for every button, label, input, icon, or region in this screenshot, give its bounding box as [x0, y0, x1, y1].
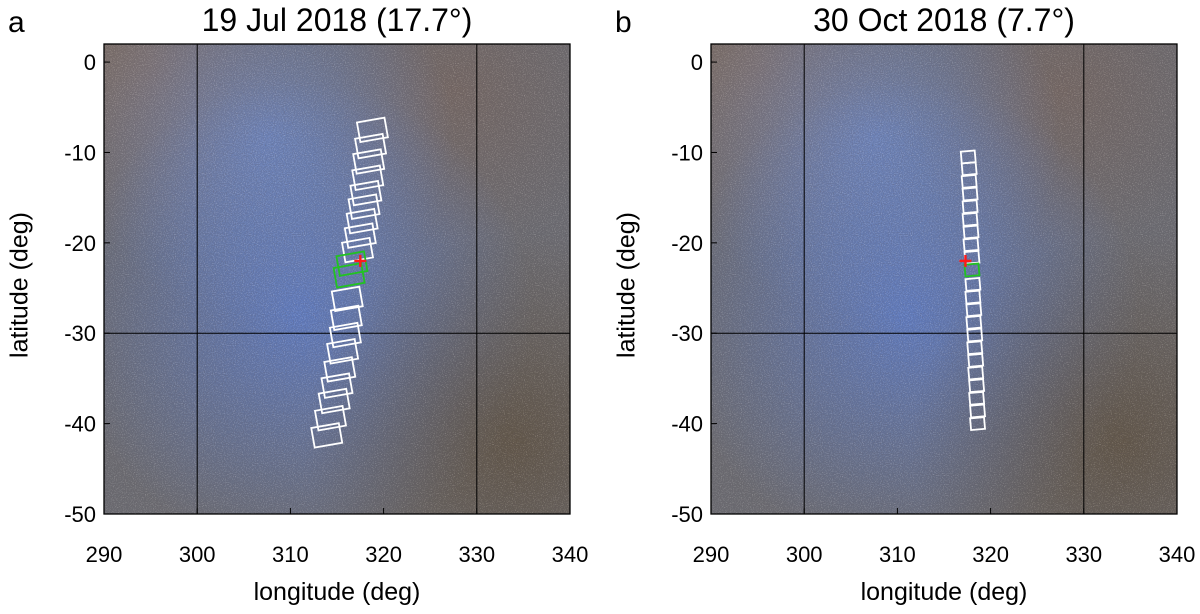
y-tick-label: 0	[84, 50, 96, 75]
y-tick-label: -10	[671, 140, 703, 165]
y-tick-label: -40	[671, 412, 703, 437]
selected-footprint	[963, 262, 981, 278]
footprint	[969, 416, 987, 432]
surface-image	[711, 44, 1177, 514]
footprint	[351, 164, 385, 192]
x-tick-label: 330	[458, 542, 495, 567]
panel-letter-a: a	[8, 6, 25, 39]
x-tick-label: 300	[179, 542, 216, 567]
y-tick-label: -20	[64, 231, 96, 256]
y-tick-label: -50	[671, 502, 703, 527]
footprint	[317, 387, 351, 415]
footprint	[345, 207, 379, 235]
footprint	[354, 132, 388, 160]
panel-a-title: 19 Jul 2018 (17.7°)	[201, 2, 473, 38]
target-marker	[959, 254, 972, 267]
footprint	[347, 193, 381, 220]
panel-b-title: 30 Oct 2018 (7.7°)	[813, 2, 1075, 38]
footprint	[355, 116, 389, 144]
footprint	[962, 237, 980, 253]
x-tick-label: 310	[272, 542, 309, 567]
panel-letter-b: b	[615, 6, 632, 39]
panel-a: a 19 Jul 2018 (17.7°) latitude (deg) lon…	[6, 2, 589, 606]
footprint	[352, 148, 386, 175]
footprint	[960, 173, 978, 189]
y-tick-label: -50	[64, 502, 96, 527]
footprint	[961, 211, 979, 227]
x-tick-label: 300	[786, 542, 823, 567]
x-tick-label: 320	[365, 542, 402, 567]
y-tick-label: 0	[691, 50, 703, 75]
footprint	[328, 321, 362, 349]
x-tick-label: 340	[1159, 542, 1196, 567]
footprint	[966, 340, 984, 356]
target-marker	[354, 254, 367, 267]
surface-texture	[104, 44, 570, 514]
footprint	[326, 338, 360, 365]
panel-b: b 30 Oct 2018 (7.7°) latitude (deg) long…	[607, 0, 1200, 614]
footprint	[310, 422, 344, 449]
y-tick-label: -10	[64, 140, 96, 165]
panel-a-plot: 0 -10 -20 -30 -40 -50 290 300 310 320 330 340	[64, 43, 589, 567]
y-tick-label: -30	[64, 321, 96, 346]
footprint	[329, 304, 363, 332]
footprint	[967, 365, 985, 381]
footprint	[330, 285, 364, 313]
y-tick-label: -30	[671, 321, 703, 346]
x-tick-label: 290	[693, 542, 730, 567]
plot-frame	[103, 43, 571, 515]
x-tick-label: 330	[1065, 542, 1102, 567]
footprint	[320, 372, 354, 399]
surface-image	[104, 44, 570, 514]
footprint	[964, 289, 982, 305]
y-tick-label: -40	[64, 412, 96, 437]
panel-b-x-axis-label: longitude (deg)	[860, 578, 1028, 606]
surface-texture	[711, 44, 1177, 514]
x-tick-label: 340	[552, 542, 589, 567]
footprint	[313, 404, 348, 432]
footprint	[323, 356, 357, 383]
y-tick-label: -20	[671, 231, 703, 256]
selected-footprint	[332, 262, 366, 289]
panel-a-x-axis-label: longitude (deg)	[253, 578, 421, 606]
footprint	[343, 222, 377, 249]
footprint	[965, 314, 983, 330]
x-tick-label: 320	[972, 542, 1009, 567]
plot-frame	[710, 43, 1178, 515]
panel-b-plot: 0 -10 -20 -30 -40 -50 290 300 310 320 330 340	[671, 43, 1196, 567]
x-tick-label: 310	[879, 542, 916, 567]
footprint	[349, 179, 383, 207]
x-tick-label: 290	[86, 542, 123, 567]
footprint	[968, 390, 986, 406]
